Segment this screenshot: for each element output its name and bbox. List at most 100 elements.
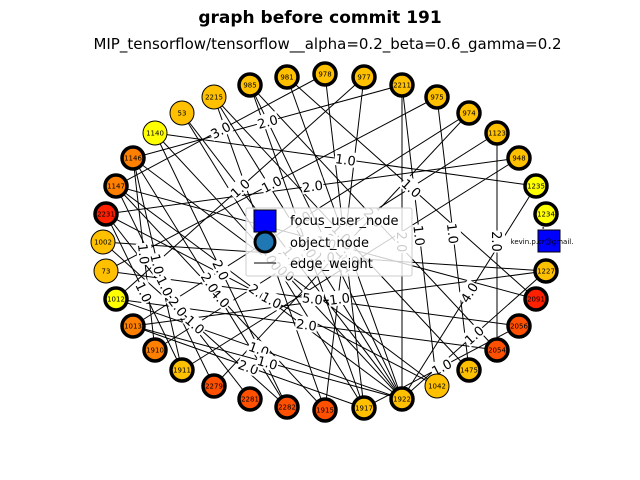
edge-label-bg bbox=[398, 174, 426, 201]
legend-focus-marker bbox=[253, 209, 277, 233]
object-node-2091[interactable]: 2091 bbox=[523, 286, 549, 312]
object-node-1911[interactable]: 1911 bbox=[169, 357, 195, 383]
edge-label-1013-1922: 1.0 bbox=[255, 351, 281, 374]
object-node-978[interactable]: 978 bbox=[312, 61, 338, 87]
edge-label-bg bbox=[258, 171, 285, 196]
object-node-2231[interactable]: 2231 bbox=[93, 201, 119, 227]
object-node-1042[interactable]: 1042 bbox=[424, 373, 450, 399]
focus-user-node[interactable]: kevin.p.cr@gmail. bbox=[511, 229, 574, 253]
edge-weight-text: 1.0 bbox=[409, 225, 426, 247]
object-node-2056[interactable]: 2056 bbox=[506, 313, 532, 339]
node-circle bbox=[142, 337, 168, 363]
node-label: 1002 bbox=[94, 239, 112, 247]
edge-weight-text: 1.0 bbox=[255, 354, 279, 374]
node-circle bbox=[533, 201, 559, 227]
object-node-974[interactable]: 974 bbox=[456, 100, 482, 126]
object-node-975[interactable]: 975 bbox=[424, 84, 450, 110]
object-node-1123[interactable]: 1123 bbox=[484, 120, 510, 146]
object-node-2215[interactable]: 2215 bbox=[201, 84, 227, 110]
node-label: 2054 bbox=[488, 347, 506, 355]
object-node-1915[interactable]: 1915 bbox=[312, 397, 338, 423]
edge-weight-text: 2.0 bbox=[236, 358, 261, 379]
node-circle bbox=[169, 357, 195, 383]
edge-label-bg bbox=[294, 315, 319, 333]
node-label: 1227 bbox=[537, 268, 555, 276]
node-label: 1140 bbox=[146, 130, 164, 138]
node-circle bbox=[120, 313, 146, 339]
object-node-1227[interactable]: 1227 bbox=[533, 258, 559, 284]
edge-weight-text: 2.0 bbox=[488, 231, 503, 252]
node-label: 948 bbox=[512, 155, 525, 163]
edge-label-1013-1917: 2.0 bbox=[235, 355, 262, 379]
graph-subtitle: MIP_tensorflow/tensorflow__alpha=0.2_bet… bbox=[93, 35, 562, 53]
edge-label-bg bbox=[255, 351, 281, 373]
graph-title: graph before commit 191 bbox=[198, 8, 442, 28]
object-node-2211[interactable]: 2211 bbox=[389, 72, 415, 98]
object-node-1235[interactable]: 1235 bbox=[523, 173, 549, 199]
object-node-1012[interactable]: 1012 bbox=[103, 286, 129, 312]
object-node-1234[interactable]: 1234 bbox=[533, 201, 559, 227]
edge-label-978-1147: 3.0 bbox=[207, 117, 234, 143]
object-node-1922[interactable]: 1922 bbox=[389, 386, 415, 412]
node-circle bbox=[274, 64, 300, 90]
node-circle bbox=[237, 386, 263, 412]
node-circle bbox=[142, 120, 168, 146]
edge-weight-text: 1.0 bbox=[146, 253, 165, 277]
node-label: 2091 bbox=[527, 296, 545, 304]
edge-weight-text: 1.0 bbox=[260, 174, 285, 197]
object-node-1002[interactable]: 1002 bbox=[90, 229, 116, 255]
node-label: 2282 bbox=[278, 404, 296, 412]
object-node-977[interactable]: 977 bbox=[351, 64, 377, 90]
edge-label-2054-1012: 2.0 bbox=[294, 315, 319, 335]
node-label: 2056 bbox=[510, 323, 528, 331]
node-label: 985 bbox=[243, 82, 256, 90]
edge-label-2279-1147: 1.0 bbox=[152, 272, 178, 299]
object-node-1146[interactable]: 1146 bbox=[120, 145, 146, 171]
edge-label-bg bbox=[258, 287, 285, 312]
node-label: 1234 bbox=[537, 211, 555, 219]
node-circle bbox=[237, 72, 263, 98]
node-circle bbox=[523, 286, 549, 312]
node-label: 1917 bbox=[355, 405, 373, 413]
object-node-2282[interactable]: 2282 bbox=[274, 394, 300, 420]
edge-weight-text: 4.0 bbox=[458, 281, 482, 306]
edge-label-bg bbox=[182, 311, 209, 338]
edge-label-bg bbox=[333, 150, 358, 168]
object-node-1917[interactable]: 1917 bbox=[351, 395, 377, 421]
object-node-985[interactable]: 985 bbox=[237, 72, 263, 98]
node-label: 53 bbox=[178, 110, 187, 118]
node-circle bbox=[312, 61, 338, 87]
object-node-1140[interactable]: 1140 bbox=[142, 120, 168, 146]
object-node-2281[interactable]: 2281 bbox=[237, 386, 263, 412]
object-node-1475[interactable]: 1475 bbox=[456, 357, 482, 383]
edge-label-bg bbox=[148, 251, 168, 277]
node-label: 2279 bbox=[205, 383, 223, 391]
edge-label-bg bbox=[153, 272, 178, 299]
legend-object-marker bbox=[253, 230, 277, 254]
legend: focus_user_node object_node edge_weight bbox=[245, 207, 413, 277]
edge-label-bg bbox=[235, 355, 262, 378]
object-node-1013[interactable]: 1013 bbox=[120, 313, 146, 339]
node-circle bbox=[274, 394, 300, 420]
object-node-981[interactable]: 981 bbox=[274, 64, 300, 90]
node-label: 1911 bbox=[173, 367, 191, 375]
edge-label-bg bbox=[428, 354, 455, 379]
object-node-53[interactable]: 53 bbox=[169, 100, 195, 126]
edge-label-bg bbox=[209, 256, 233, 283]
object-node-73[interactable]: 73 bbox=[93, 258, 119, 284]
node-label: 1042 bbox=[428, 383, 446, 391]
node-circle bbox=[103, 173, 129, 199]
edge-label-1146-1911: 1.0 bbox=[146, 251, 168, 277]
node-circle bbox=[93, 201, 119, 227]
object-node-1147[interactable]: 1147 bbox=[103, 173, 129, 199]
node-label: 1013 bbox=[124, 323, 142, 331]
edge-label-bg bbox=[226, 174, 253, 201]
object-node-948[interactable]: 948 bbox=[506, 145, 532, 171]
object-node-2279[interactable]: 2279 bbox=[201, 373, 227, 399]
node-circle bbox=[424, 373, 450, 399]
node-circle bbox=[90, 229, 116, 255]
object-node-2054[interactable]: 2054 bbox=[484, 337, 510, 363]
edge-label-2211-1042: 1.0 bbox=[409, 223, 429, 248]
object-node-1910[interactable]: 1910 bbox=[142, 337, 168, 363]
node-circle bbox=[93, 258, 119, 284]
